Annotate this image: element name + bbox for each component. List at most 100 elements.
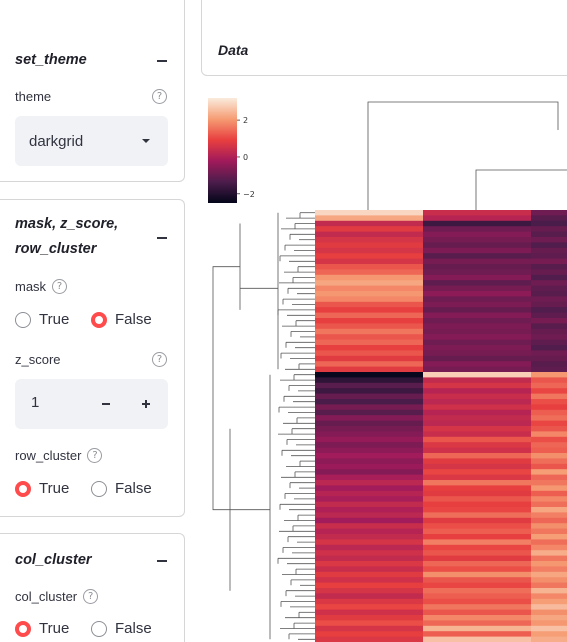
heatmap-cell — [531, 598, 567, 605]
heatmap-cell — [423, 312, 531, 319]
heatmap-cell — [423, 436, 531, 443]
heatmap-cell — [423, 501, 531, 508]
heatmap-cell — [315, 474, 423, 481]
heatmap-cell — [531, 345, 567, 351]
heatmap-cell — [531, 490, 567, 497]
heatmap-cell — [423, 469, 531, 475]
heatmap-cell — [315, 291, 423, 297]
heatmap-cell — [315, 318, 423, 324]
heatmap-cell — [531, 555, 567, 562]
radio-unchecked-icon — [91, 480, 107, 497]
col-cluster-help-icon[interactable]: ? — [83, 589, 99, 604]
theme-help-icon[interactable]: ? — [152, 89, 167, 104]
zscore-help-icon[interactable]: ? — [152, 352, 167, 367]
heatmap-cell — [531, 534, 567, 540]
theme-select[interactable]: darkgrid — [15, 116, 168, 166]
mask-radio-false[interactable]: False — [91, 311, 152, 328]
heatmap-cell — [315, 447, 423, 454]
heatmap-cell — [315, 393, 423, 400]
zscore-number-input[interactable]: 1 — [15, 379, 168, 429]
zscore-label: z_score — [15, 352, 61, 367]
radio-unchecked-icon — [91, 620, 107, 637]
heatmap-cell — [423, 571, 531, 578]
heatmap-cell — [315, 442, 423, 448]
heatmap-cell — [315, 415, 423, 421]
heatmap-cell — [315, 458, 423, 465]
heatmap-cell — [423, 480, 531, 486]
heatmap-cell — [315, 301, 423, 308]
heatmap-cell — [531, 307, 567, 313]
data-title: Data — [218, 42, 249, 58]
heatmap-cell — [423, 372, 531, 378]
heatmap-cell — [531, 220, 567, 227]
heatmap-cell — [531, 393, 567, 400]
col-cluster-option-false-label: False — [115, 620, 152, 637]
heatmap-cell — [423, 431, 531, 438]
zscore-increment-button[interactable] — [137, 395, 157, 415]
heatmap-cell — [531, 388, 567, 394]
heatmap-cell — [423, 485, 531, 492]
heatmap-cell — [531, 328, 567, 335]
heatmap-cell — [423, 463, 531, 470]
heatmap-cell — [531, 453, 567, 459]
heatmap-cell — [531, 517, 567, 524]
heatmap-cell — [423, 539, 531, 546]
row-dendro-link — [212, 266, 240, 511]
heatmap-cell — [531, 247, 567, 254]
col-cluster-collapse-button[interactable] — [157, 560, 167, 562]
heatmap-cell — [531, 577, 567, 583]
zscore-value[interactable]: 1 — [31, 394, 40, 411]
mask-help-icon[interactable]: ? — [52, 279, 68, 294]
heatmap-cell — [531, 571, 567, 578]
column-dendrogram — [367, 101, 567, 210]
heatmap-cell — [531, 253, 567, 259]
col-cluster-radio-true[interactable]: True — [15, 620, 69, 637]
heatmap-cell — [315, 388, 423, 394]
mask-radio-true[interactable]: True — [15, 311, 69, 328]
data-expander[interactable]: Data — [201, 0, 567, 76]
heatmap-cell — [531, 280, 567, 286]
heatmap-cell — [531, 463, 567, 470]
heatmap-cell — [531, 436, 567, 443]
heatmap-cell — [423, 474, 531, 481]
heatmap-cell — [423, 269, 531, 276]
heatmap-cell — [315, 253, 423, 259]
colorbar-tick-label: 2 — [243, 116, 248, 125]
heatmap-cell — [315, 566, 423, 573]
heatmap-cell — [315, 345, 423, 351]
heatmap-cell — [315, 512, 423, 519]
heatmap-cell — [423, 447, 531, 454]
heatmap-cell — [423, 609, 531, 616]
heatmap-cell — [531, 237, 567, 243]
heatmap-cell — [423, 220, 531, 227]
heatmap-cell — [315, 366, 423, 373]
heatmap-cell — [531, 582, 567, 589]
heatmap-cell — [423, 231, 531, 238]
col-cluster-radio-false[interactable]: False — [91, 620, 152, 637]
heatmap-cell — [531, 501, 567, 508]
zscore-decrement-button[interactable] — [97, 395, 117, 415]
heatmap-cell — [423, 458, 531, 465]
heatmap-cell — [531, 523, 567, 529]
heatmap-cell — [423, 442, 531, 448]
heatmap-cell — [423, 415, 531, 421]
row-cluster-radio-true[interactable]: True — [15, 480, 69, 497]
heatmap-cell — [315, 431, 423, 438]
heatmap-cell — [315, 615, 423, 621]
radio-checked-icon — [91, 311, 107, 328]
heatmap-cell — [423, 620, 531, 627]
heatmap-cell — [423, 350, 531, 357]
heatmap-cell — [315, 480, 423, 486]
heatmap-cell — [315, 582, 423, 589]
row-cluster-help-icon[interactable]: ? — [87, 448, 103, 463]
row-cluster-radio-false[interactable]: False — [91, 480, 152, 497]
heatmap-cell — [423, 253, 531, 259]
heatmap-cell — [315, 328, 423, 335]
heatmap-cell — [423, 366, 531, 373]
heatmap-cell — [423, 307, 531, 313]
set-theme-collapse-button[interactable] — [157, 60, 167, 62]
heatmap-cell — [315, 350, 423, 357]
heatmap-cell — [531, 544, 567, 551]
heatmap-cell — [423, 604, 531, 610]
mask-zscore-rowcluster-collapse-button[interactable] — [157, 237, 167, 239]
